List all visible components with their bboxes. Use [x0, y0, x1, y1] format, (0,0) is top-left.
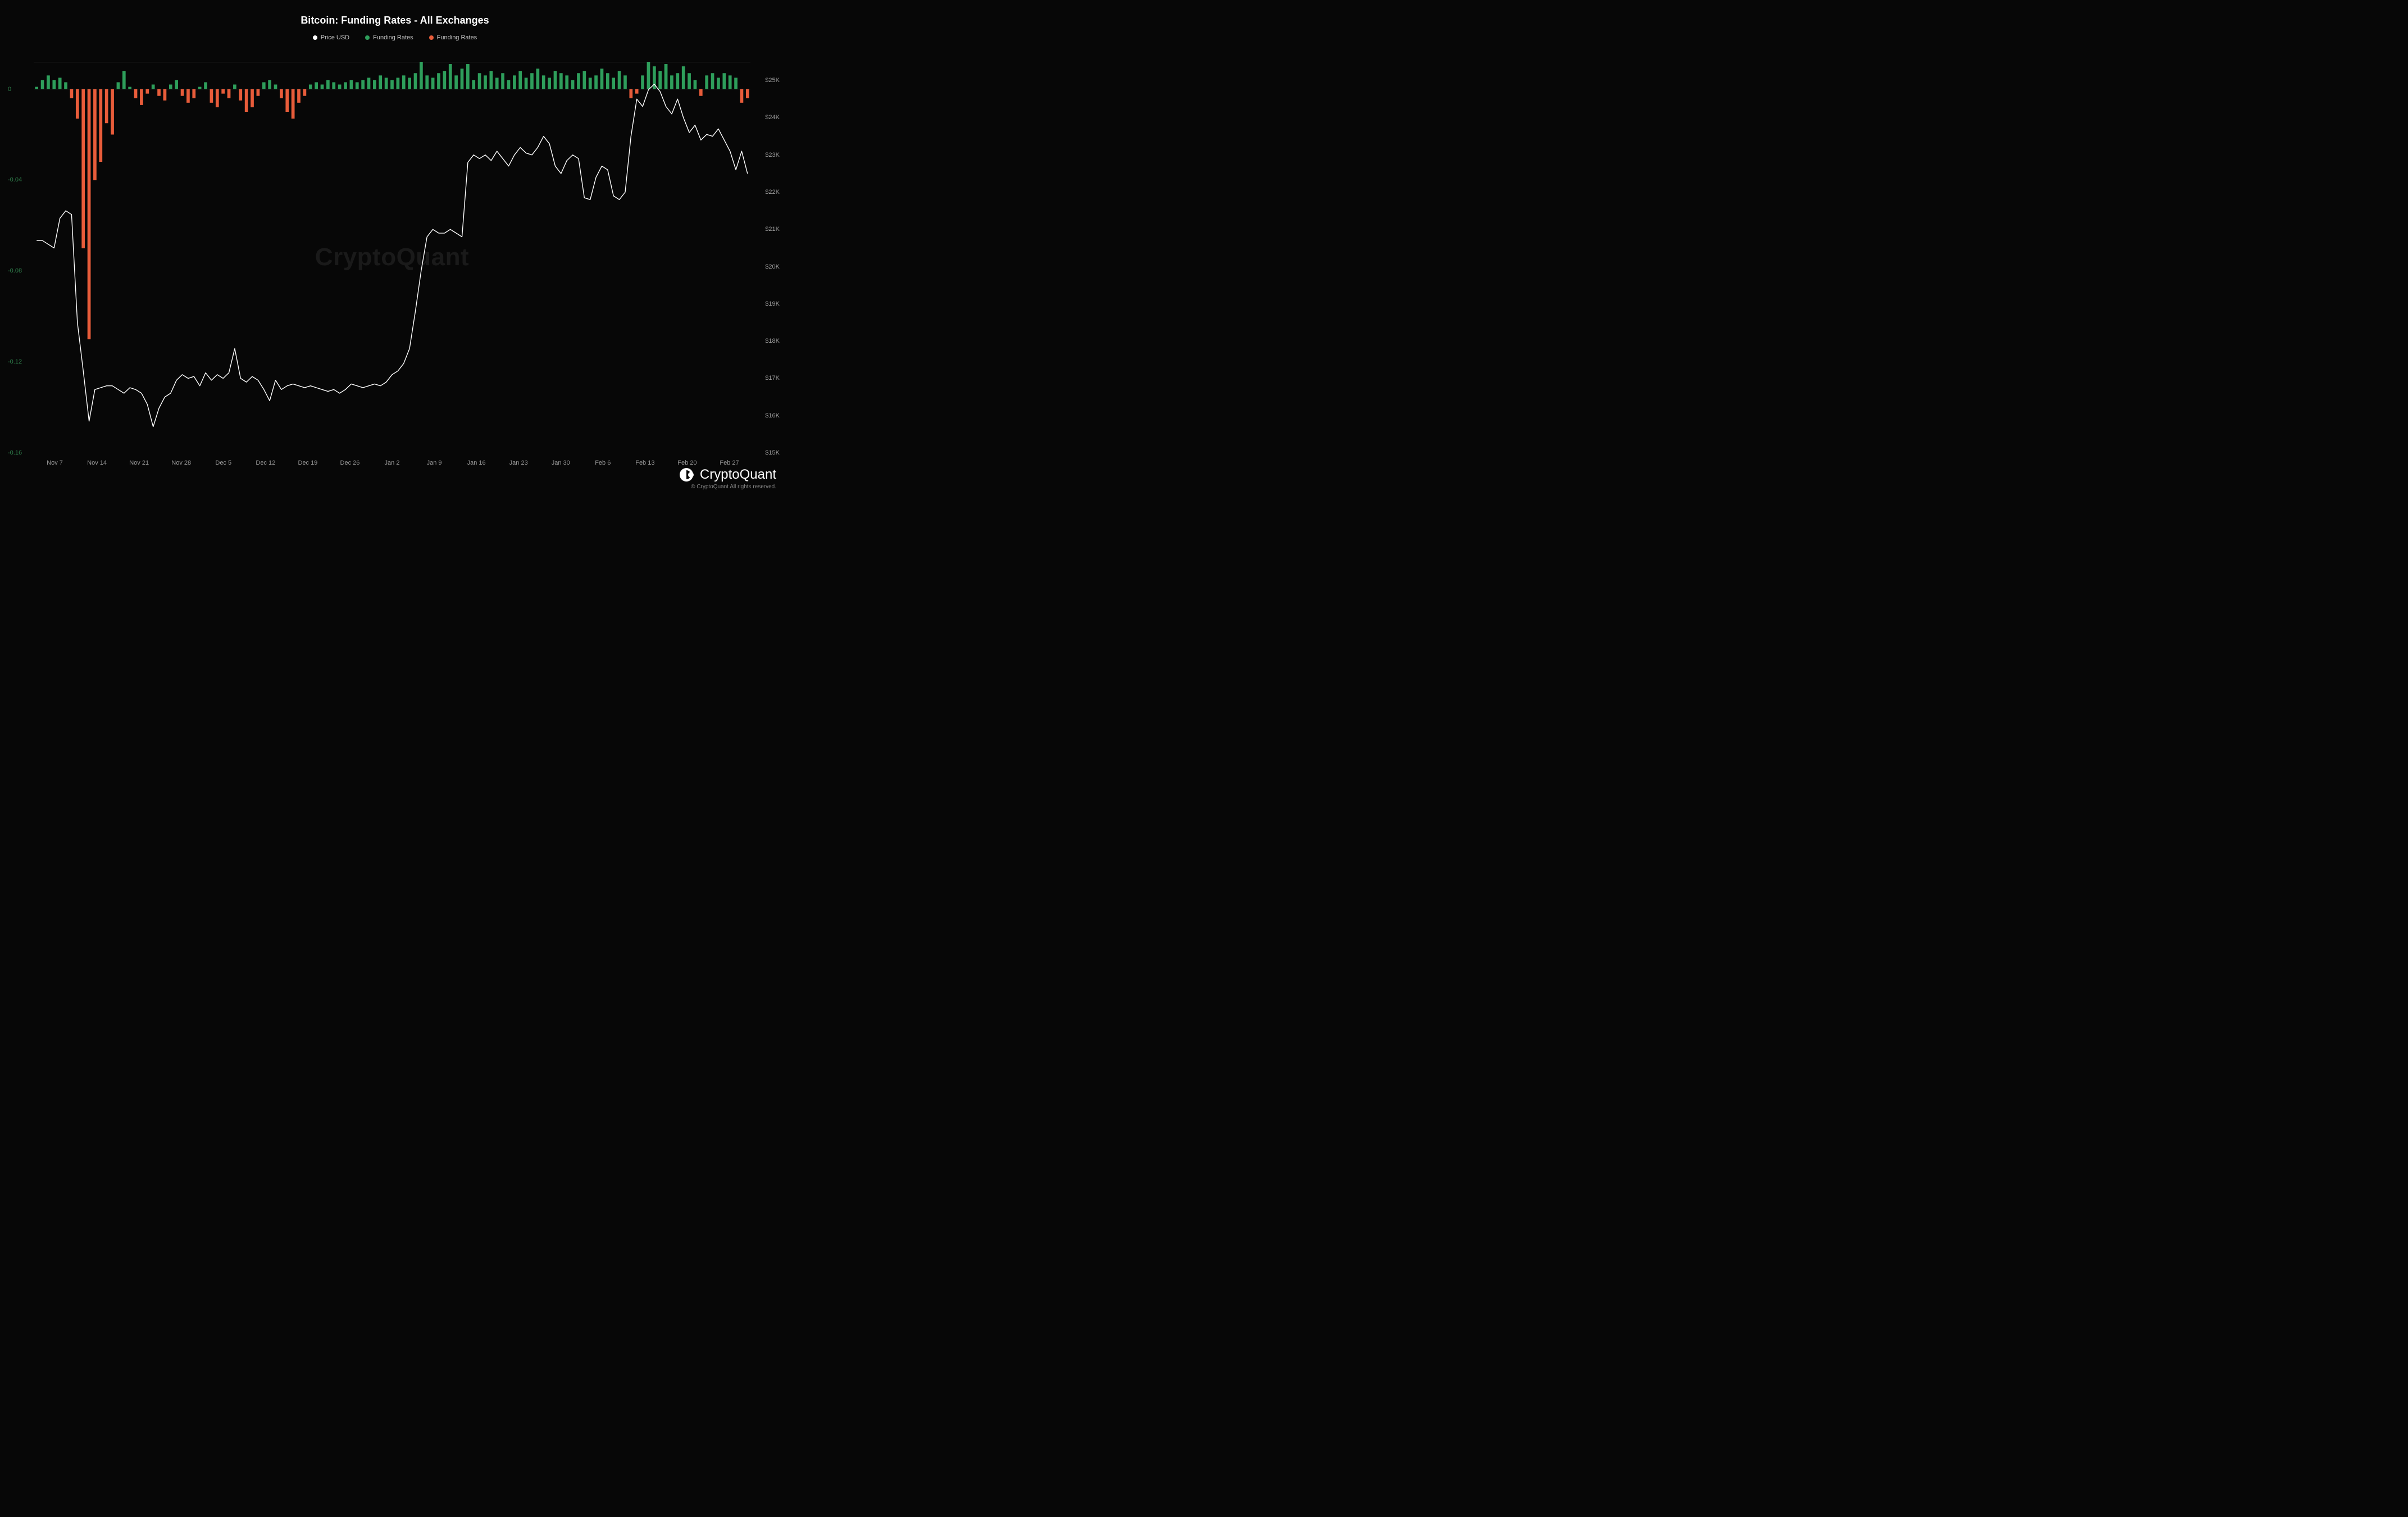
legend-label: Funding Rates: [437, 34, 477, 41]
x-tick: Feb 13: [635, 460, 654, 466]
x-tick: Jan 2: [385, 460, 400, 466]
y-right-tick: $16K: [765, 412, 780, 419]
legend-label: Funding Rates: [373, 34, 413, 41]
y-right-tick: $15K: [765, 449, 780, 456]
chart-title: Bitcoin: Funding Rates - All Exchanges: [0, 0, 790, 26]
x-tick: Dec 26: [340, 460, 360, 466]
legend-label: Price USD: [321, 34, 349, 41]
y-left-tick: 0: [8, 86, 11, 93]
x-tick: Feb 6: [595, 460, 611, 466]
y-left-tick: -0.08: [8, 267, 22, 274]
x-tick: Nov 28: [171, 460, 191, 466]
x-tick: Jan 16: [467, 460, 486, 466]
y-right-tick: $24K: [765, 114, 780, 121]
chart-svg: [34, 62, 750, 453]
x-tick: Dec 12: [256, 460, 275, 466]
y-right-tick: $23K: [765, 152, 780, 158]
brand: CryptoQuant: [679, 467, 776, 483]
legend-item: Price USD: [313, 34, 349, 41]
x-tick: Nov 21: [129, 460, 149, 466]
y-right-tick: $19K: [765, 301, 780, 307]
y-left-tick: -0.04: [8, 176, 22, 183]
legend-dot-icon: [313, 35, 317, 40]
y-right-tick: $17K: [765, 375, 780, 381]
y-right-tick: $25K: [765, 77, 780, 84]
x-tick: Jan 30: [552, 460, 570, 466]
plot-area: CryptoQuant 0-0.04-0.08-0.12-0.16$25K$24…: [34, 62, 750, 453]
y-left-tick: -0.12: [8, 358, 22, 365]
x-tick: Dec 19: [298, 460, 317, 466]
legend-dot-icon: [429, 35, 434, 40]
brand-text: CryptoQuant: [700, 467, 776, 483]
y-right-tick: $18K: [765, 338, 780, 344]
x-tick: Jan 23: [509, 460, 528, 466]
legend-item: Funding Rates: [429, 34, 477, 41]
x-tick: Jan 9: [427, 460, 442, 466]
x-tick: Nov 7: [47, 460, 63, 466]
y-right-tick: $21K: [765, 226, 780, 233]
y-right-tick: $20K: [765, 264, 780, 270]
brand-logo-icon: [679, 467, 694, 483]
x-tick: Nov 14: [87, 460, 107, 466]
y-left-tick: -0.16: [8, 449, 22, 456]
x-tick: Dec 5: [215, 460, 231, 466]
copyright: © CryptoQuant All rights reserved.: [691, 484, 776, 490]
legend: Price USD Funding Rates Funding Rates: [0, 34, 790, 41]
y-right-tick: $22K: [765, 189, 780, 196]
footer: CryptoQuant © CryptoQuant All rights res…: [679, 467, 776, 490]
x-tick: Feb 20: [677, 460, 697, 466]
legend-item: Funding Rates: [365, 34, 413, 41]
legend-dot-icon: [365, 35, 370, 40]
x-tick: Feb 27: [720, 460, 739, 466]
